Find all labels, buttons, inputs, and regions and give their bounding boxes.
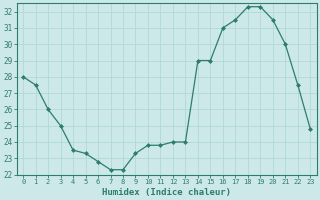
X-axis label: Humidex (Indice chaleur): Humidex (Indice chaleur)	[102, 188, 231, 197]
